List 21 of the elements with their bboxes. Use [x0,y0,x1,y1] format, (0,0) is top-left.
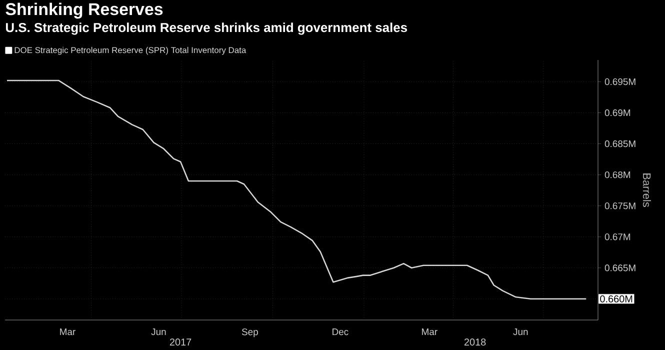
x-tick-label: Dec [332,328,348,336]
x-tick-label: Mar [60,328,76,336]
y-axis-title: Barrels [642,174,651,207]
y-tick-label: 0.665M [604,264,636,272]
x-tick-label: Sep [242,328,258,338]
chart-title: Shrinking Reserves [6,2,163,19]
text: DOE Strategic Petroleum Reserve (SPR) Total Inventory Data [14,46,246,55]
x-tick-label: Jun [513,328,528,336]
y-tick-label: 0.675M [604,202,636,210]
y-tick-label: 0.685M [604,140,636,148]
y-tick-label: 0.67M [604,234,630,240]
x-tick-label: Jun [151,328,166,336]
line-series [6,80,587,300]
y-tick-label: 0.695M [604,78,636,86]
y-tick-label: 0.68M [604,171,630,178]
x2-tick-label: 2018 [464,338,486,346]
y-tick-label: 0.69M [604,109,630,116]
x2-tick-label: 2017 [170,338,192,346]
chart-subtitle: U.S. Strategic Petroleum Reserve shrinks amid government sales [6,22,408,35]
data-label: 0.660M [600,295,632,302]
x-tick-label: Mar [422,328,438,336]
